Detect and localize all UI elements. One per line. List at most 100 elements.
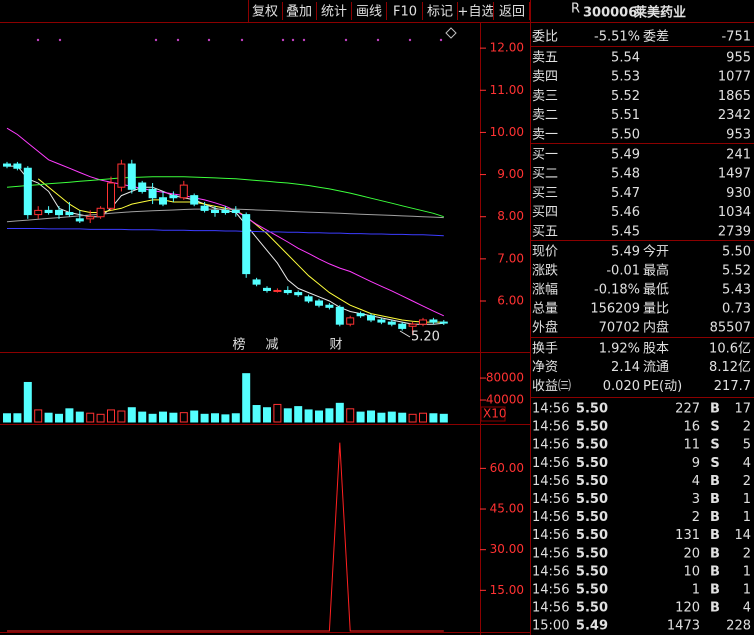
volume-bar [179, 412, 188, 423]
y-tick-label: 11.00 [490, 83, 524, 97]
trade-time: 14:56 [532, 402, 569, 417]
trade-side: S [710, 438, 719, 453]
ma-line [6, 176, 444, 218]
book-price: 5.48 [611, 167, 640, 182]
book-volume: 1497 [718, 167, 751, 182]
book-price: 5.51 [611, 108, 640, 123]
trade-time: 15:00 [532, 619, 569, 634]
candle-body [138, 182, 147, 192]
event-label: 减 [265, 338, 278, 353]
volume-bar [429, 413, 438, 423]
toolbar-button[interactable]: F10 [393, 5, 417, 20]
volume-bar [315, 410, 323, 423]
candle-body [377, 319, 386, 323]
diamond-icon[interactable] [445, 27, 457, 39]
volume-bar [263, 407, 271, 423]
indicator-line [7, 442, 444, 632]
candle-body [304, 296, 313, 302]
volume-bar [190, 410, 199, 423]
volume-bar [75, 411, 84, 423]
candle-body [315, 300, 323, 306]
y-tick-label: 45.00 [490, 502, 524, 516]
y-tick-label: 60.00 [490, 461, 524, 475]
volume-bar [96, 413, 105, 423]
y-tick-label: 8.00 [497, 209, 524, 223]
toolbar-button[interactable]: 叠加 [286, 5, 312, 20]
volume-bar [159, 411, 167, 423]
trade-side: B [710, 474, 720, 489]
trade-count: 1 [743, 564, 751, 579]
row-label: 最低 [643, 283, 669, 298]
candle-body [429, 319, 438, 323]
stock-name: 莱美药业 [634, 5, 686, 21]
volume-bar [408, 413, 417, 423]
event-label: 榜 [232, 337, 245, 353]
volume-bar [252, 405, 261, 423]
ma-line [7, 228, 444, 237]
toolbar-button[interactable]: 画线 [356, 5, 382, 20]
candle-body [408, 323, 417, 327]
book-price: 5.52 [611, 89, 640, 104]
trade-time: 14:56 [532, 583, 569, 598]
trade-volume: 131 [675, 528, 700, 543]
badge: R [571, 2, 580, 17]
row-label: 涨幅 [532, 283, 558, 298]
row-value: 217.7 [714, 379, 751, 394]
volume-bar [221, 414, 230, 423]
row-value: 5.50 [722, 245, 751, 260]
row-label: 委差 [643, 30, 669, 45]
book-label: 卖四 [532, 70, 558, 85]
trade-price: 5.50 [576, 492, 608, 507]
toolbar-button[interactable]: 复权 [252, 4, 278, 20]
dot [408, 38, 412, 42]
toolbar-button[interactable]: 统计 [321, 5, 347, 20]
trade-price: 5.50 [576, 546, 608, 561]
volume-bar [304, 409, 313, 423]
dot [207, 38, 211, 42]
trade-time: 14:56 [532, 510, 569, 525]
trade-count: 2 [743, 546, 751, 561]
volume-bar [211, 413, 219, 423]
y-tick-label: 80000 [486, 371, 524, 385]
trade-time: 14:56 [532, 528, 569, 543]
toolbar-button[interactable]: 标记 [427, 5, 453, 20]
book-volume: 930 [726, 186, 751, 201]
row-label: 现价 [532, 245, 558, 260]
trade-time: 14:56 [532, 474, 569, 489]
event-label: 财 [329, 338, 342, 353]
volume-bar [65, 408, 74, 423]
trade-price: 5.50 [576, 564, 608, 579]
volume-bar [273, 403, 282, 423]
volume-bar [377, 412, 386, 423]
trade-side: B [710, 546, 720, 561]
toolbar-button[interactable]: 返回 [499, 5, 525, 20]
y-tick-label: 7.00 [497, 251, 524, 265]
trade-time: 14:56 [532, 456, 569, 471]
trade-time: 14:56 [532, 492, 569, 507]
candle-body [3, 163, 11, 167]
toolbar-button[interactable]: +自选 [458, 5, 495, 20]
trade-volume: 10 [683, 564, 700, 579]
unit-box [480, 406, 506, 422]
candle-body [190, 195, 199, 205]
candle-body [419, 319, 427, 325]
row-value: 0.73 [722, 302, 751, 317]
y-tick-label: 6.00 [497, 294, 524, 308]
volume-bar [419, 412, 427, 423]
trade-side: B [710, 402, 720, 417]
trade-count: 4 [743, 601, 751, 616]
dot [291, 38, 295, 42]
trade-price: 5.50 [576, 528, 608, 543]
row-label: 最高 [643, 263, 669, 279]
candle-body [127, 163, 136, 190]
row-value: 0.020 [603, 379, 640, 394]
book-label: 买四 [532, 205, 558, 220]
book-label: 买二 [532, 167, 558, 182]
volume-bar [356, 411, 365, 423]
volume-bar [107, 409, 115, 423]
trade-time: 14:56 [532, 546, 569, 561]
row-value: 8.12亿 [709, 360, 751, 375]
trade-count: 2 [743, 474, 751, 489]
book-label: 卖二 [532, 108, 558, 123]
